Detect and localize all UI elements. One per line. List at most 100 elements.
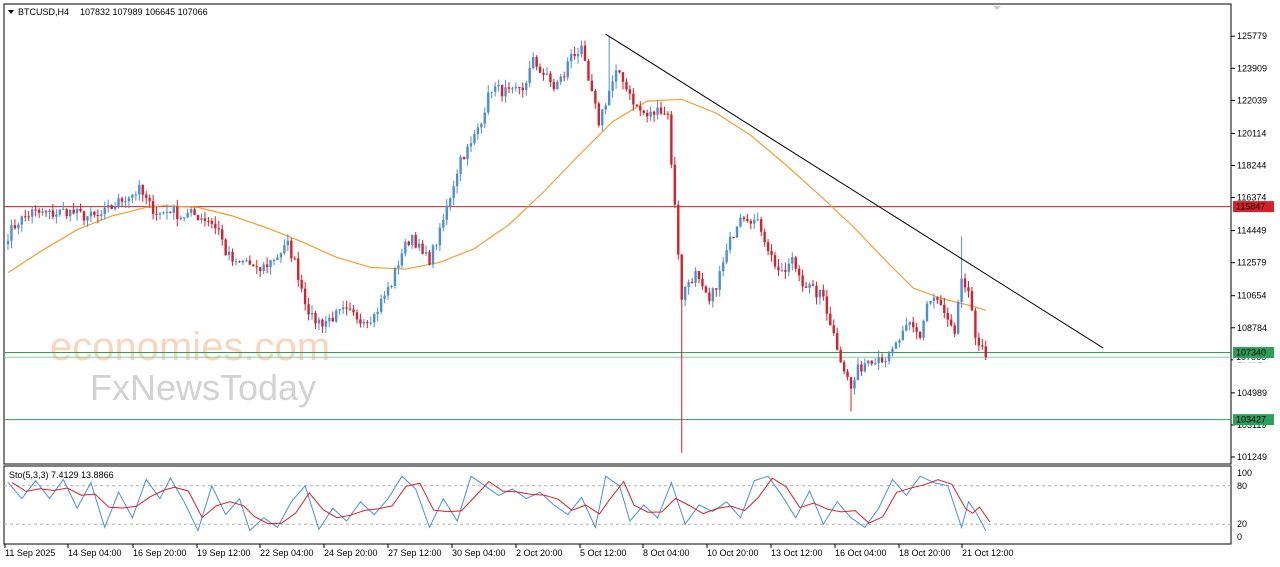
x-tick-label: 30 Sep 04:00 (452, 548, 506, 558)
x-tick-label: 2 Oct 20:00 (516, 548, 563, 558)
candle-body (825, 296, 829, 314)
candle-body (607, 90, 611, 106)
candle-body (687, 282, 690, 287)
candle-body (808, 284, 811, 288)
candle-body (614, 70, 618, 82)
candle-body (932, 297, 936, 301)
candle-body (836, 333, 839, 350)
candle-body (303, 288, 307, 305)
scroll-marker-icon (993, 6, 1001, 10)
candle-body (569, 53, 573, 62)
candle-body (75, 208, 79, 214)
candle-body (915, 327, 918, 332)
candle-body (791, 257, 794, 264)
candle-body (359, 319, 362, 324)
candle-body (518, 87, 521, 89)
y-tick-label: 123909 (1237, 63, 1267, 73)
candle-body (414, 234, 417, 248)
candle-body (20, 216, 24, 225)
candle-body (279, 253, 283, 258)
candle-body (666, 113, 670, 115)
candle-body (863, 363, 867, 372)
candle-body (324, 321, 328, 327)
candle-body (145, 194, 148, 198)
candle-body (704, 286, 708, 293)
candle-body (390, 286, 393, 288)
ohlc-label: 107832 107989 106645 107066 (80, 7, 208, 17)
candle-body (442, 219, 445, 228)
y-tick-label: 110654 (1237, 291, 1266, 301)
candle-body (683, 286, 687, 300)
candle-body (217, 228, 220, 230)
price-pane[interactable] (3, 3, 1232, 465)
candle-body (818, 289, 822, 298)
candle-body (400, 253, 404, 266)
candle-body (929, 300, 932, 304)
x-tick-label: 16 Sep 20:00 (133, 548, 187, 558)
stochastic-scale-label: 20 (1237, 519, 1247, 529)
candle-body (155, 213, 158, 215)
candle-body (455, 173, 459, 187)
stochastic-signal-line (11, 477, 991, 525)
y-tick-label: 108784 (1237, 323, 1267, 333)
x-tick-label: 13 Oct 12:00 (771, 548, 823, 558)
candle-body (221, 229, 224, 240)
trendline[interactable] (605, 33, 1104, 349)
candle-body (870, 360, 873, 364)
candle-body (670, 114, 673, 165)
candle-body (231, 251, 234, 262)
candle-body (459, 156, 462, 174)
candle-body (338, 309, 341, 311)
candle-body (590, 80, 594, 91)
candle-body (345, 307, 348, 309)
candle-body (635, 104, 639, 106)
dropdown-triangle-icon[interactable] (8, 10, 14, 14)
x-tick-label: 11 Sep 2025 (5, 548, 55, 558)
candle-body (594, 90, 597, 104)
candle-body (200, 218, 203, 221)
candle-body (839, 349, 842, 363)
candle-body (321, 319, 324, 327)
stochastic-pane[interactable] (3, 465, 1232, 545)
candle-body (34, 209, 37, 211)
candle-body (369, 322, 372, 324)
candle-body (583, 45, 587, 61)
level-tag-103427-bg (1233, 414, 1274, 426)
candle-body (500, 84, 504, 97)
moving-average-line (7, 98, 986, 311)
candle-body (652, 111, 656, 115)
candle-body (946, 313, 949, 320)
candle-body (898, 340, 901, 343)
candle-body (310, 312, 314, 315)
x-tick-label: 19 Sep 12:00 (197, 548, 251, 558)
candle-body (642, 110, 645, 113)
candle-body (134, 194, 138, 196)
candle-body (348, 308, 352, 310)
candle-body (728, 236, 732, 250)
candle-body (68, 209, 72, 217)
time-axis: 11 Sep 2025 14 Sep 04:00 16 Sep 20:00 19 Se… (4, 544, 1014, 558)
candle-body (525, 82, 528, 91)
candle-body (552, 82, 556, 90)
candle-body (777, 266, 780, 271)
candle-body (621, 72, 625, 82)
watermark-economies: economies.com (50, 325, 330, 369)
candle-body (238, 261, 241, 263)
candle-body (708, 292, 711, 302)
candle-body (352, 309, 355, 313)
candle-body (867, 360, 870, 364)
candle-body (44, 211, 48, 213)
candle-body (756, 219, 759, 221)
candle-body (283, 245, 286, 254)
candle-body (528, 68, 531, 83)
candle-body (514, 87, 518, 89)
candle-body (846, 371, 849, 378)
candle-body (860, 364, 863, 372)
candle-body (227, 251, 231, 256)
candle-body (763, 231, 766, 243)
candle-body (96, 215, 100, 217)
watermark-fxnewstoday: FxNewsToday (90, 367, 316, 408)
candle-body (625, 81, 628, 90)
candle-body (124, 201, 127, 203)
candle-body (276, 257, 279, 261)
